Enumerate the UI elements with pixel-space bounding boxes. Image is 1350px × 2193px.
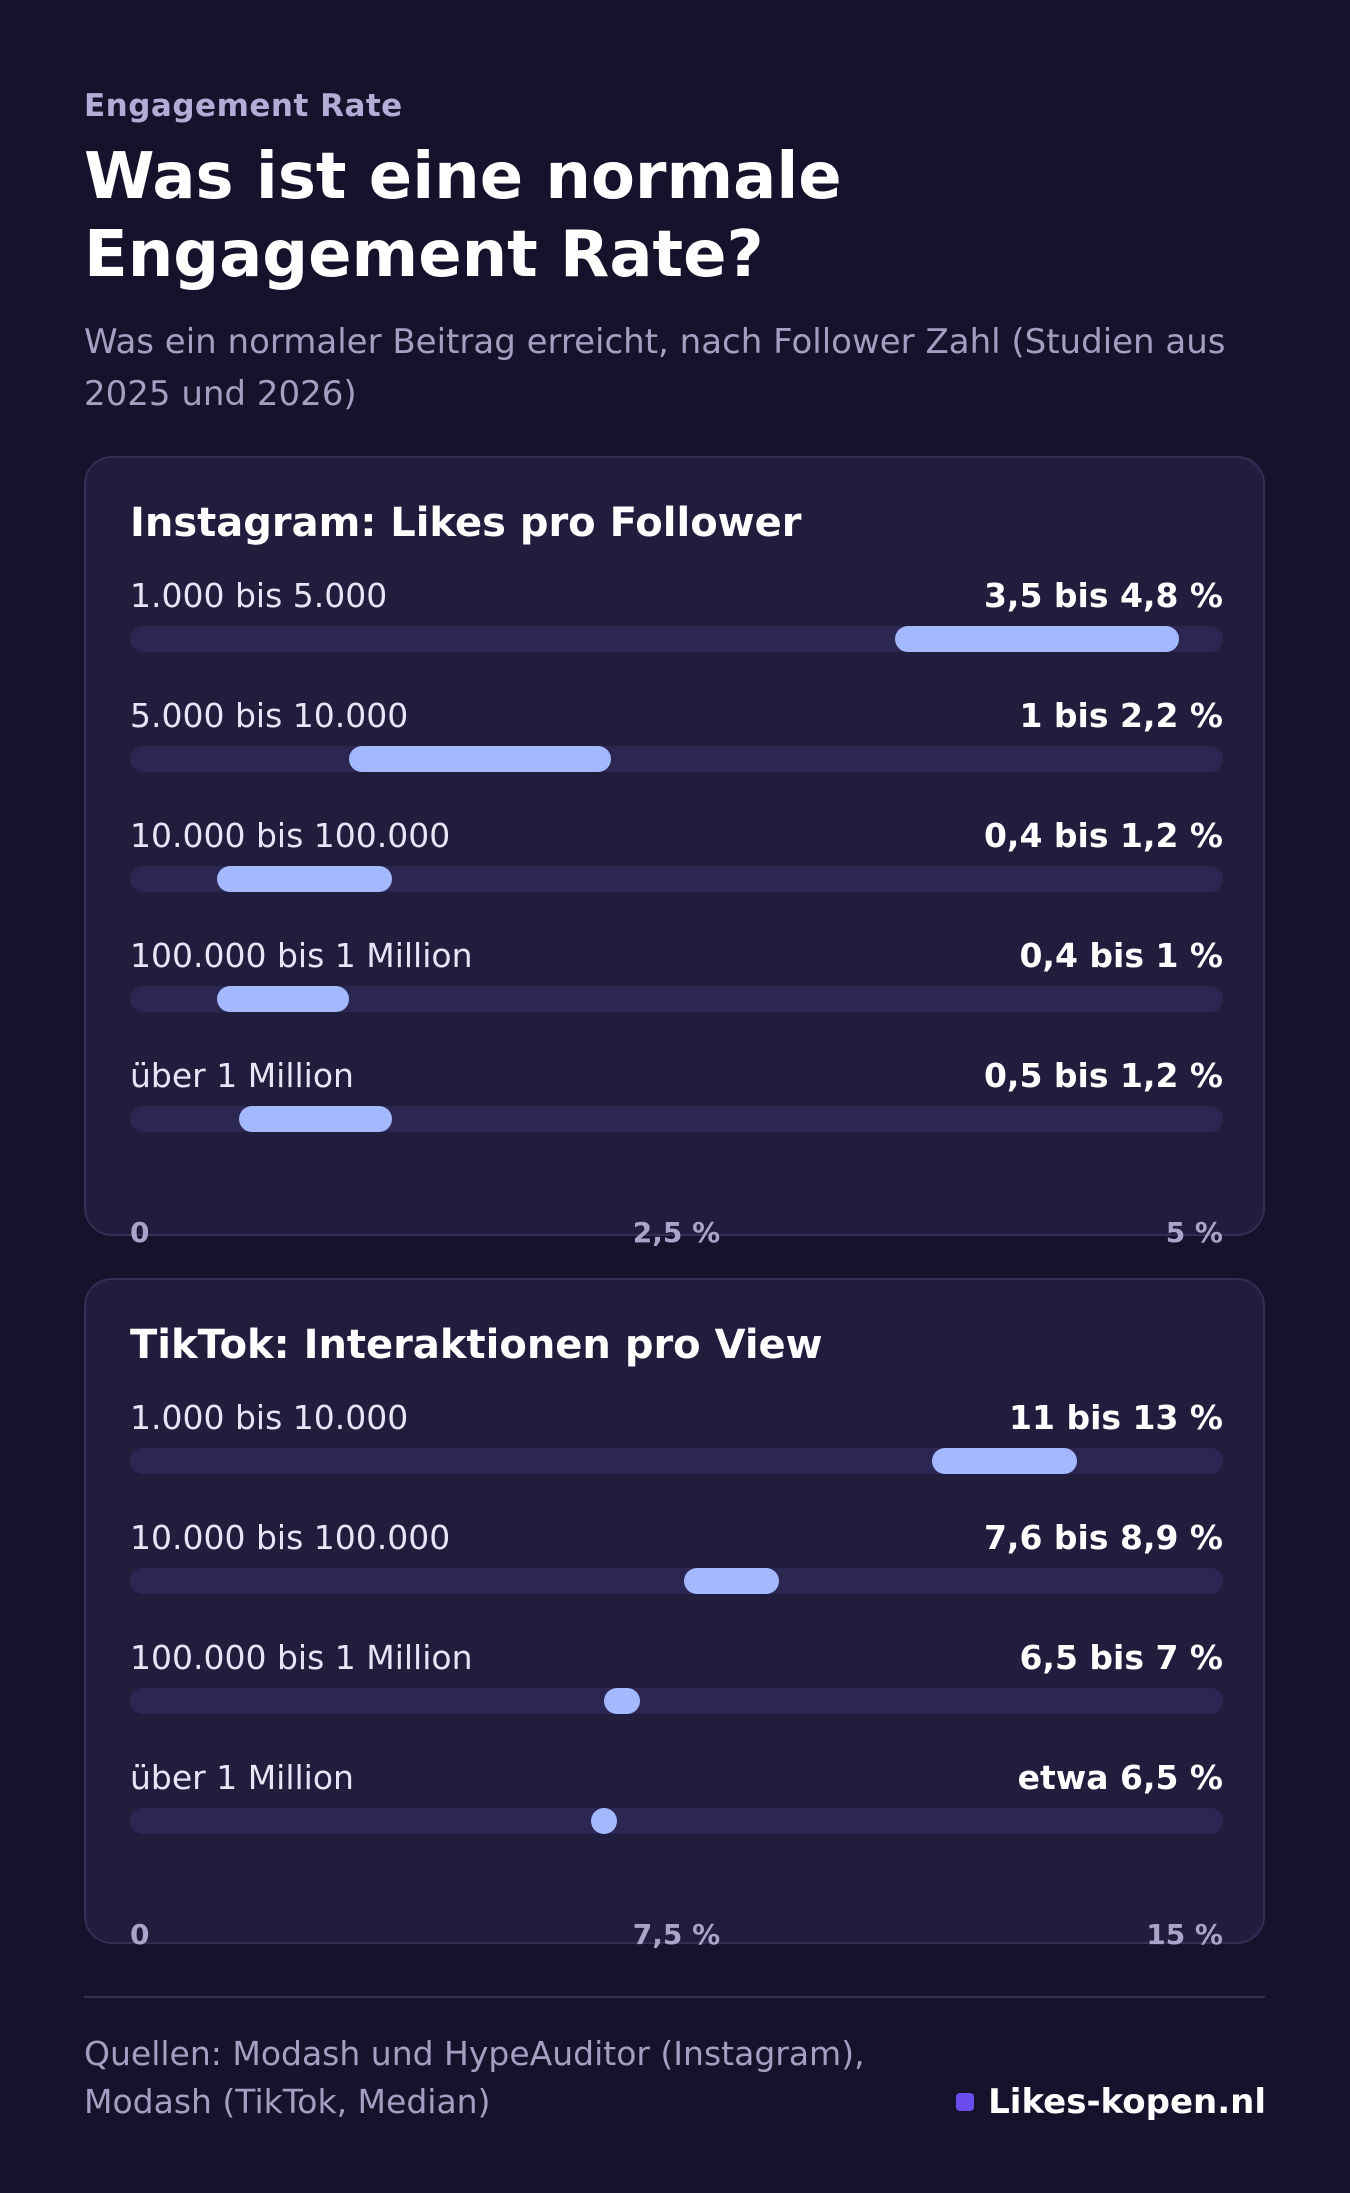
source-note: Quellen: Modash und HypeAuditor (Instagr… bbox=[84, 2034, 865, 2121]
chart-title: TikTok: Interaktionen pro View bbox=[130, 1322, 823, 1368]
page-title: Was ist eine normale Engagement Rate? bbox=[84, 140, 842, 292]
bar-track bbox=[130, 1106, 1223, 1132]
value-label: 3,5 bis 4,8 % bbox=[983, 576, 1223, 615]
value-label: etwa 6,5 % bbox=[1017, 1758, 1223, 1797]
bar-track bbox=[130, 986, 1223, 1012]
x-tick-label: 0 bbox=[130, 1918, 150, 1951]
chart-row: 100.000 bis 1 Million 6,5 bis 7 % bbox=[130, 1638, 1223, 1728]
bar-track bbox=[130, 866, 1223, 892]
chart-row: 10.000 bis 100.000 0,4 bis 1,2 % bbox=[130, 816, 1223, 906]
bar-track bbox=[130, 626, 1223, 652]
chart-row: 100.000 bis 1 Million 0,4 bis 1 % bbox=[130, 936, 1223, 1026]
range-bar bbox=[895, 626, 1180, 652]
x-tick-label: 15 % bbox=[1146, 1918, 1223, 1951]
range-bar bbox=[348, 746, 611, 772]
tiktok-chart-card: TikTok: Interaktionen pro View 1.000 bis… bbox=[84, 1278, 1265, 1951]
range-bar bbox=[683, 1568, 779, 1594]
category-label: über 1 Million bbox=[130, 1056, 354, 1095]
bar-track bbox=[130, 1688, 1223, 1714]
eyebrow: Engagement Rate bbox=[84, 88, 403, 124]
category-label: über 1 Million bbox=[130, 1758, 354, 1797]
page-subtitle: Was ein normaler Beitrag erreicht, nach … bbox=[84, 322, 1226, 414]
chart-row: 1.000 bis 10.000 11 bis 13 % bbox=[130, 1398, 1223, 1488]
value-label: 7,6 bis 8,9 % bbox=[983, 1518, 1223, 1557]
category-label: 100.000 bis 1 Million bbox=[130, 1638, 473, 1677]
brand: Likes-kopen.nl bbox=[956, 2082, 1266, 2122]
value-label: 0,4 bis 1,2 % bbox=[983, 816, 1223, 855]
range-bar bbox=[217, 986, 349, 1012]
value-label: 0,4 bis 1 % bbox=[1019, 936, 1223, 975]
chart-row: 10.000 bis 100.000 7,6 bis 8,9 % bbox=[130, 1518, 1223, 1608]
value-label: 6,5 bis 7 % bbox=[1019, 1638, 1223, 1677]
value-label: 11 bis 13 % bbox=[1009, 1398, 1223, 1437]
range-bar bbox=[217, 866, 393, 892]
bar-track bbox=[130, 1568, 1223, 1594]
brand-square-icon bbox=[956, 2093, 975, 2111]
range-bar bbox=[931, 1448, 1078, 1474]
x-tick-label: 0 bbox=[130, 1216, 150, 1249]
chart-title: Instagram: Likes pro Follower bbox=[130, 500, 802, 546]
bar-track bbox=[130, 746, 1223, 772]
value-label: 1 bis 2,2 % bbox=[1019, 696, 1223, 735]
bar-track bbox=[130, 1448, 1223, 1474]
category-label: 1.000 bis 10.000 bbox=[130, 1398, 409, 1437]
x-tick-label: 7,5 % bbox=[632, 1918, 721, 1951]
chart-row: über 1 Million 0,5 bis 1,2 % bbox=[130, 1056, 1223, 1146]
category-label: 1.000 bis 5.000 bbox=[130, 576, 388, 615]
category-label: 10.000 bis 100.000 bbox=[130, 1518, 451, 1557]
footer-divider bbox=[84, 1996, 1265, 1998]
bar-track bbox=[130, 1808, 1223, 1834]
category-label: 100.000 bis 1 Million bbox=[130, 936, 473, 975]
x-tick-label: 5 % bbox=[1165, 1216, 1223, 1249]
range-bar bbox=[590, 1808, 617, 1834]
value-label: 0,5 bis 1,2 % bbox=[983, 1056, 1223, 1095]
range-bar bbox=[239, 1106, 393, 1132]
category-label: 5.000 bis 10.000 bbox=[130, 696, 409, 735]
x-tick-label: 2,5 % bbox=[632, 1216, 721, 1249]
chart-row: 5.000 bis 10.000 1 bis 2,2 % bbox=[130, 696, 1223, 786]
brand-name: Likes-kopen.nl bbox=[988, 2082, 1266, 2122]
x-axis: 0 2,5 % 5 % bbox=[130, 1216, 1223, 1252]
instagram-chart-card: Instagram: Likes pro Follower 1.000 bis … bbox=[84, 456, 1265, 1249]
chart-row: über 1 Million etwa 6,5 % bbox=[130, 1758, 1223, 1848]
range-bar bbox=[603, 1688, 641, 1714]
chart-row: 1.000 bis 5.000 3,5 bis 4,8 % bbox=[130, 576, 1223, 666]
x-axis: 0 7,5 % 15 % bbox=[130, 1918, 1223, 1954]
category-label: 10.000 bis 100.000 bbox=[130, 816, 451, 855]
